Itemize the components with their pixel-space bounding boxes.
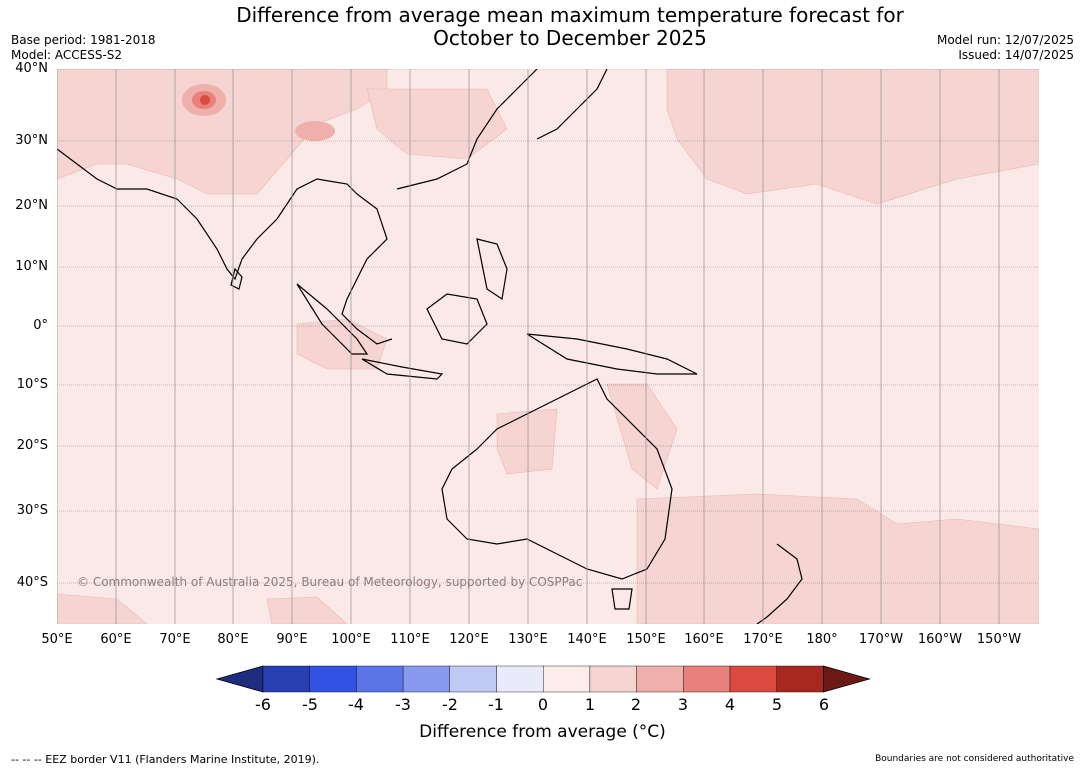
map-title: Difference from average mean maximum tem…	[0, 4, 1085, 50]
latitude-lines	[57, 69, 1039, 584]
boundaries-note: Boundaries are not considered authoritat…	[875, 754, 1074, 764]
colorbar-tick: 1	[584, 695, 596, 714]
coast-southeast-asia	[341, 193, 393, 345]
colorbar-tick: -6	[255, 695, 271, 714]
map-panel	[57, 69, 1039, 624]
lon-label: 180°	[806, 632, 838, 647]
title-line-1: Difference from average mean maximum tem…	[236, 3, 904, 27]
lon-label: 160°W	[917, 632, 963, 647]
colorbar-tick: -5	[302, 695, 318, 714]
colorbar-tick: -3	[395, 695, 411, 714]
colorbar-tick: -2	[442, 695, 458, 714]
lat-label: 10°N	[15, 259, 48, 274]
colorbar-cell	[636, 665, 684, 693]
colorbar-tick: 5	[771, 695, 783, 714]
colorbar-tick: -1	[488, 695, 504, 714]
region-southwest-corner	[57, 593, 148, 624]
lon-label: 170°W	[858, 632, 904, 647]
colorbar-tick: 2	[630, 695, 642, 714]
colorbar-tick: 4	[724, 695, 736, 714]
lat-label: 0°	[33, 318, 48, 333]
colorbar-tick: -4	[348, 695, 364, 714]
lat-label: 20°N	[15, 198, 48, 213]
colorbar-cell	[309, 665, 357, 693]
lat-label: 40°S	[16, 575, 48, 590]
coast-japan	[536, 69, 608, 140]
coast-australia	[441, 378, 673, 580]
colorbar-cell	[683, 665, 731, 693]
lon-label: 110°E	[390, 632, 430, 647]
lon-label: 60°E	[100, 632, 132, 647]
colorbar-cell	[356, 665, 404, 693]
lon-label: 70°E	[159, 632, 191, 647]
lon-label: 80°E	[217, 632, 249, 647]
coast-java	[361, 358, 444, 380]
lat-label: 30°N	[15, 133, 48, 148]
lat-label: 20°S	[16, 438, 48, 453]
region-east-australia	[606, 383, 678, 490]
region-north-pacific	[666, 69, 1039, 205]
colorbar-tick: 3	[677, 695, 689, 714]
lat-label: 30°S	[16, 503, 48, 518]
colorbar-cell	[496, 665, 544, 693]
lon-label: 100°E	[331, 632, 371, 647]
region-south-asia	[57, 69, 388, 195]
colorbar-cell	[729, 665, 777, 693]
colorbar-cell	[262, 665, 310, 693]
colorbar-cell	[449, 665, 497, 693]
meta-right: Model run: 12/07/2025 Issued: 14/07/2025	[937, 33, 1074, 63]
title-line-2: October to December 2025	[433, 26, 707, 50]
lon-label: 130°E	[508, 632, 548, 647]
region-central-china	[366, 88, 508, 160]
region-western-australia	[496, 408, 558, 475]
coast-sri-lanka	[230, 267, 243, 290]
anomaly-hotspot	[182, 84, 335, 141]
coast-philippines	[476, 238, 508, 301]
coast-borneo	[426, 293, 488, 345]
region-south-indian	[266, 596, 348, 624]
lon-label: 150°W	[976, 632, 1022, 647]
meta-left: Base period: 1981-2018 Model: ACCESS-S2	[11, 33, 156, 63]
colorbar-cell	[543, 665, 591, 693]
coastlines	[57, 69, 803, 624]
colorbar-title: Difference from average (°C)	[419, 722, 666, 742]
coast-china	[396, 69, 538, 190]
longitude-lines	[57, 69, 1000, 624]
lat-label: 10°S	[16, 377, 48, 392]
anomaly-1-2-regions	[57, 69, 1039, 624]
colorbar-cell	[776, 665, 824, 693]
lon-label: 50°E	[41, 632, 73, 647]
copyright-text: © Commonwealth of Australia 2025, Bureau…	[77, 575, 583, 589]
coast-new-zealand	[756, 543, 803, 624]
lon-label: 90°E	[276, 632, 308, 647]
colorbar	[215, 665, 871, 693]
model-name: Model: ACCESS-S2	[11, 48, 123, 62]
coast-tasmania	[611, 588, 633, 610]
colorbar-tick: 0	[537, 695, 549, 714]
base-period: Base period: 1981-2018	[11, 33, 156, 47]
coast-new-guinea	[526, 333, 698, 375]
region-south-pacific	[636, 493, 1039, 624]
model-run: Model run: 12/07/2025	[936, 33, 1074, 47]
coast-sumatra	[296, 283, 369, 355]
colorbar-arrow-low	[215, 665, 264, 693]
lon-label: 120°E	[449, 632, 489, 647]
lon-label: 170°E	[743, 632, 783, 647]
lon-label: 140°E	[567, 632, 607, 647]
lon-label: 150°E	[626, 632, 666, 647]
colorbar-cell	[402, 665, 451, 693]
colorbar-cell	[589, 665, 637, 693]
lon-label: 160°E	[684, 632, 724, 647]
issued-date: Issued: 14/07/2025	[958, 48, 1074, 62]
coast-arabia-india	[57, 148, 358, 281]
lat-label: 40°N	[15, 61, 48, 76]
eez-note: -- -- -- EEZ border V11 (Flanders Marine…	[11, 753, 320, 766]
map-svg	[57, 69, 1039, 624]
colorbar-arrow-high	[823, 665, 871, 693]
colorbar-tick: 6	[818, 695, 830, 714]
